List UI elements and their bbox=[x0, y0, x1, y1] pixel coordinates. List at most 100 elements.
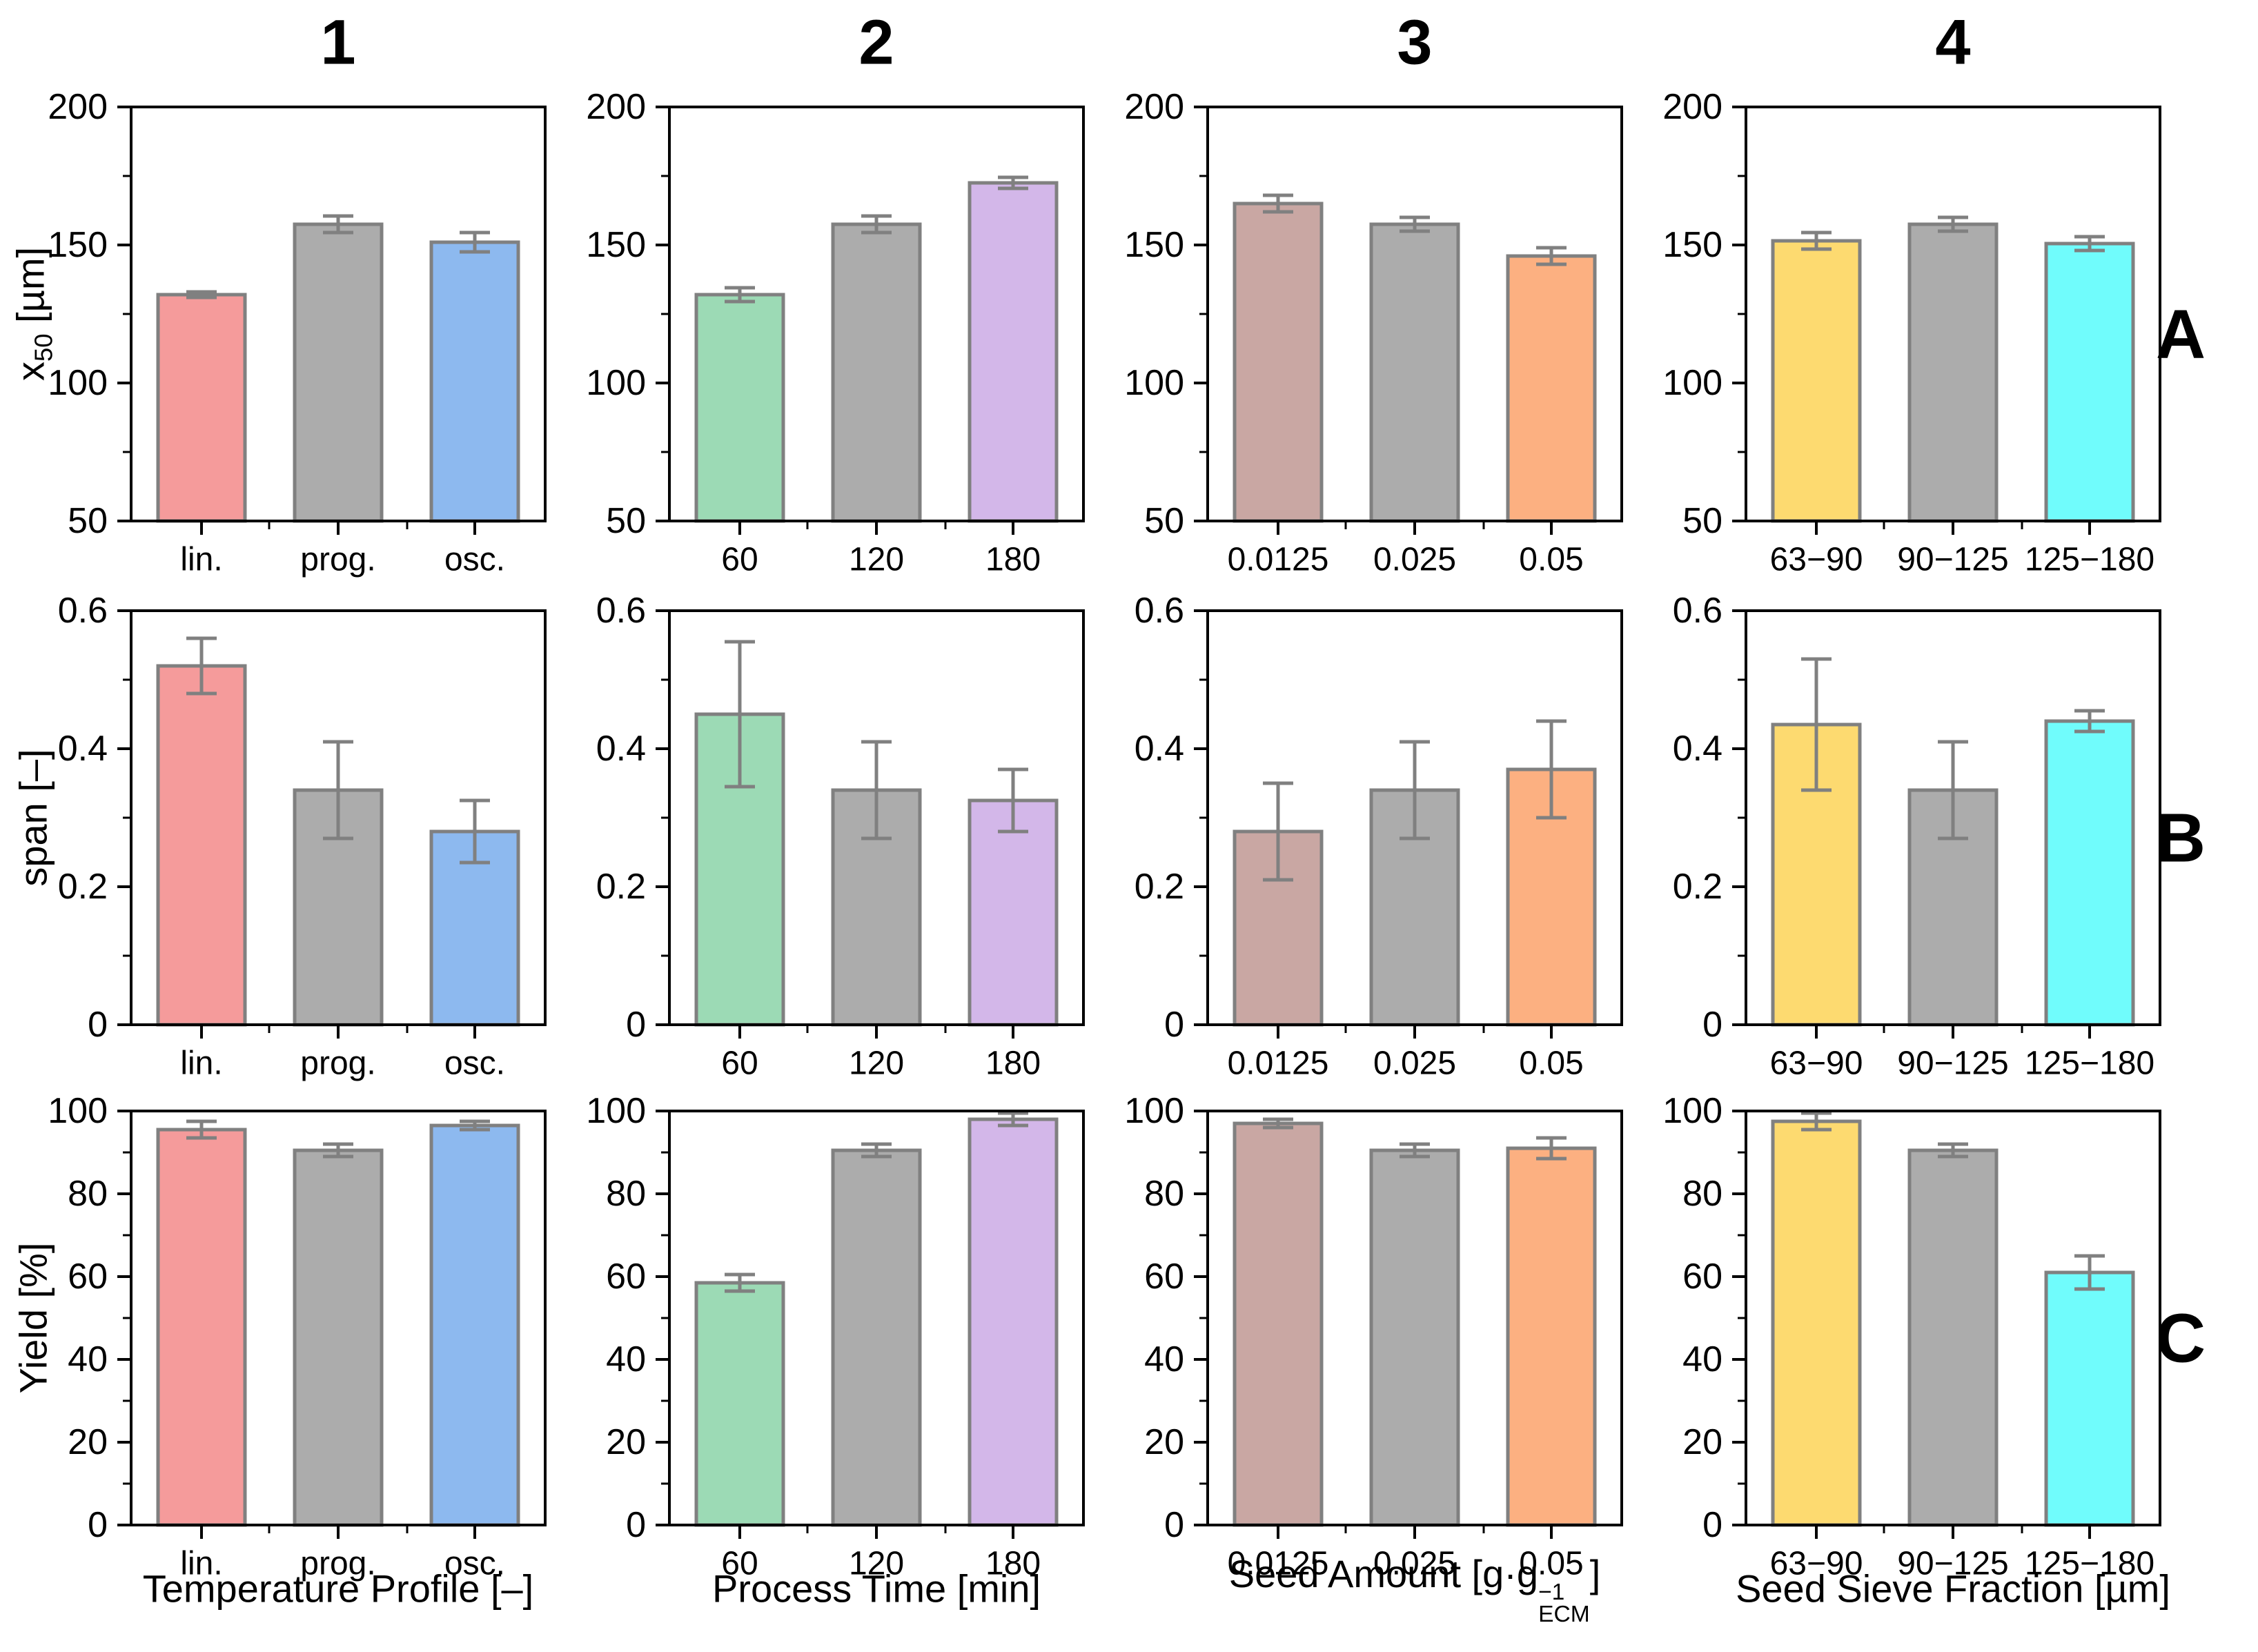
x-tick-label: 0.05 bbox=[1519, 1045, 1583, 1082]
error-bar bbox=[460, 230, 490, 254]
bar-A1-3 bbox=[429, 240, 520, 523]
bar-C4-1 bbox=[1771, 1119, 1862, 1527]
y-tick-label: 0.2 bbox=[596, 867, 646, 907]
y-tick-label: 20 bbox=[1144, 1422, 1184, 1462]
error-bar bbox=[2074, 235, 2105, 253]
x-tick-label: 0.025 bbox=[1373, 1546, 1456, 1582]
x-tick-label: 0.0125 bbox=[1228, 542, 1329, 578]
x-tick-label: 63−90 bbox=[1770, 542, 1863, 578]
x-tick-label: 90−125 bbox=[1897, 1045, 2009, 1082]
column-header-4: 4 bbox=[1935, 7, 1971, 78]
x-axis-title-seed-sieve-fraction: Seed Sieve Fraction [µm] bbox=[1736, 1566, 2170, 1611]
error-bar bbox=[1400, 740, 1430, 840]
bar-C1-3 bbox=[429, 1123, 520, 1527]
panel-A2: 50 100 150 200 60 120 180 bbox=[586, 87, 1085, 578]
x-tick-label: prog. bbox=[300, 542, 375, 578]
x-axis-title-seed-amount: Seed Amount [g·g −1 ECM] bbox=[1228, 1551, 1601, 1628]
x-tick-label: 180 bbox=[985, 542, 1041, 578]
y-tick-label: 100 bbox=[1662, 1091, 1722, 1131]
x-tick-label: 120 bbox=[849, 1045, 904, 1082]
x-tick-label: prog. bbox=[300, 1546, 375, 1582]
x-tick-label: prog. bbox=[300, 1045, 375, 1082]
y-tick-label: 60 bbox=[68, 1257, 108, 1297]
bar-C1-1 bbox=[156, 1128, 247, 1527]
error-bar bbox=[1938, 215, 1968, 233]
y-tick-label: 100 bbox=[1124, 363, 1184, 403]
bar-A1-2 bbox=[293, 222, 384, 523]
y-tick-label: 100 bbox=[586, 363, 646, 403]
error-bar bbox=[998, 175, 1028, 190]
error-bar bbox=[323, 214, 353, 235]
y-tick-label: 0 bbox=[1164, 1505, 1184, 1545]
y-tick-label: 80 bbox=[606, 1174, 646, 1214]
y-tick-label: 0 bbox=[1164, 1005, 1184, 1045]
x-tick-label: 0.025 bbox=[1373, 1045, 1456, 1082]
bar-A2-1 bbox=[694, 293, 785, 523]
y-tick-label: 80 bbox=[1682, 1174, 1722, 1214]
x-tick-label: 60 bbox=[721, 1546, 758, 1582]
y-tick-label: 0 bbox=[1702, 1005, 1722, 1045]
row-label-B: B bbox=[2155, 799, 2206, 877]
y-tick-label: 0.6 bbox=[58, 591, 108, 631]
error-bar bbox=[460, 1119, 490, 1132]
x-tick-label: osc. bbox=[444, 542, 505, 578]
y-axis-title-span: span [–] bbox=[11, 749, 55, 887]
y-tick-label: 0 bbox=[626, 1505, 646, 1545]
error-bar bbox=[1263, 193, 1293, 214]
bar-C3-1 bbox=[1233, 1121, 1324, 1527]
x-tick-label: 120 bbox=[849, 1546, 904, 1582]
error-bar bbox=[1536, 246, 1567, 266]
panel-A1: 50 100 150 200 lin. prog. osc. bbox=[48, 87, 547, 578]
error-bar bbox=[1938, 1142, 1968, 1159]
error-bar bbox=[1263, 781, 1293, 882]
error-bar bbox=[725, 640, 755, 789]
panel-B4: 0 0.2 0.4 0.6 63−90 90−125 125−180 bbox=[1673, 591, 2161, 1082]
column-header-1: 1 bbox=[320, 7, 356, 78]
panel-A3: 50 100 150 200 0.0125 0.025 0.05 bbox=[1124, 87, 1623, 578]
y-tick-label: 80 bbox=[68, 1174, 108, 1214]
y-tick-label: 100 bbox=[586, 1091, 646, 1131]
error-bar bbox=[1801, 657, 1832, 792]
y-tick-label: 0.4 bbox=[1673, 729, 1722, 769]
y-tick-label: 150 bbox=[586, 225, 646, 265]
y-tick-label: 60 bbox=[1144, 1257, 1184, 1297]
column-header-2: 2 bbox=[858, 7, 894, 78]
panel-B1: 0 0.2 0.4 0.6 lin. prog. osc. bbox=[58, 591, 547, 1082]
error-bar bbox=[1400, 1142, 1430, 1159]
y-axis-title-yield: Yield [%] bbox=[11, 1242, 55, 1394]
bar-A4-3 bbox=[2044, 242, 2135, 523]
error-bar bbox=[186, 1119, 217, 1140]
bar-A4-1 bbox=[1771, 239, 1862, 523]
error-bar bbox=[861, 740, 892, 840]
y-tick-label: 0.2 bbox=[1135, 867, 1184, 907]
y-tick-label: 100 bbox=[1662, 363, 1722, 403]
y-tick-label: 200 bbox=[1662, 87, 1722, 127]
x-tick-label: 60 bbox=[721, 542, 758, 578]
y-tick-label: 200 bbox=[48, 87, 108, 127]
y-tick-label: 0.6 bbox=[1673, 591, 1722, 631]
bar-A3-2 bbox=[1369, 222, 1460, 523]
y-tick-label: 80 bbox=[1144, 1174, 1184, 1214]
panel-C3: 0 20 40 60 80 100 0.0125 0.025 0.05 bbox=[1124, 1091, 1623, 1582]
x-tick-label: 125−180 bbox=[2025, 542, 2154, 578]
bar-C4-2 bbox=[1907, 1148, 1999, 1527]
y-tick-label: 50 bbox=[68, 501, 108, 541]
y-tick-label: 200 bbox=[1124, 87, 1184, 127]
y-tick-label: 0.4 bbox=[596, 729, 646, 769]
y-tick-label: 60 bbox=[1682, 1257, 1722, 1297]
x-tick-label: 180 bbox=[985, 1045, 1041, 1082]
bar-A4-2 bbox=[1907, 222, 1999, 523]
bar-C4-3 bbox=[2044, 1270, 2135, 1527]
y-tick-label: 60 bbox=[606, 1257, 646, 1297]
bar-C3-2 bbox=[1369, 1148, 1460, 1527]
x-tick-label: 180 bbox=[985, 1546, 1041, 1582]
bar-A3-3 bbox=[1506, 254, 1597, 523]
x-tick-label: 0.025 bbox=[1373, 542, 1456, 578]
bar-C2-1 bbox=[694, 1281, 785, 1527]
y-tick-label: 20 bbox=[68, 1422, 108, 1462]
panel-C4: 0 20 40 60 80 100 63−90 90−125 125−180 bbox=[1662, 1091, 2161, 1582]
bar-B4-3 bbox=[2044, 719, 2135, 1027]
y-tick-label: 0 bbox=[88, 1505, 108, 1545]
